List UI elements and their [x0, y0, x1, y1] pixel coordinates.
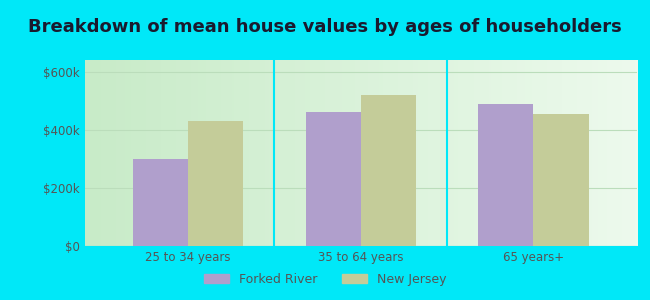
Bar [478, 103, 534, 246]
Legend: Forked River, New Jersey: Forked River, New Jersey [198, 268, 452, 291]
Text: Breakdown of mean house values by ages of householders: Breakdown of mean house values by ages o… [28, 18, 622, 36]
Bar [534, 114, 589, 246]
Bar [361, 95, 416, 246]
Bar [188, 121, 243, 246]
Bar [133, 159, 188, 246]
Bar [306, 112, 361, 246]
